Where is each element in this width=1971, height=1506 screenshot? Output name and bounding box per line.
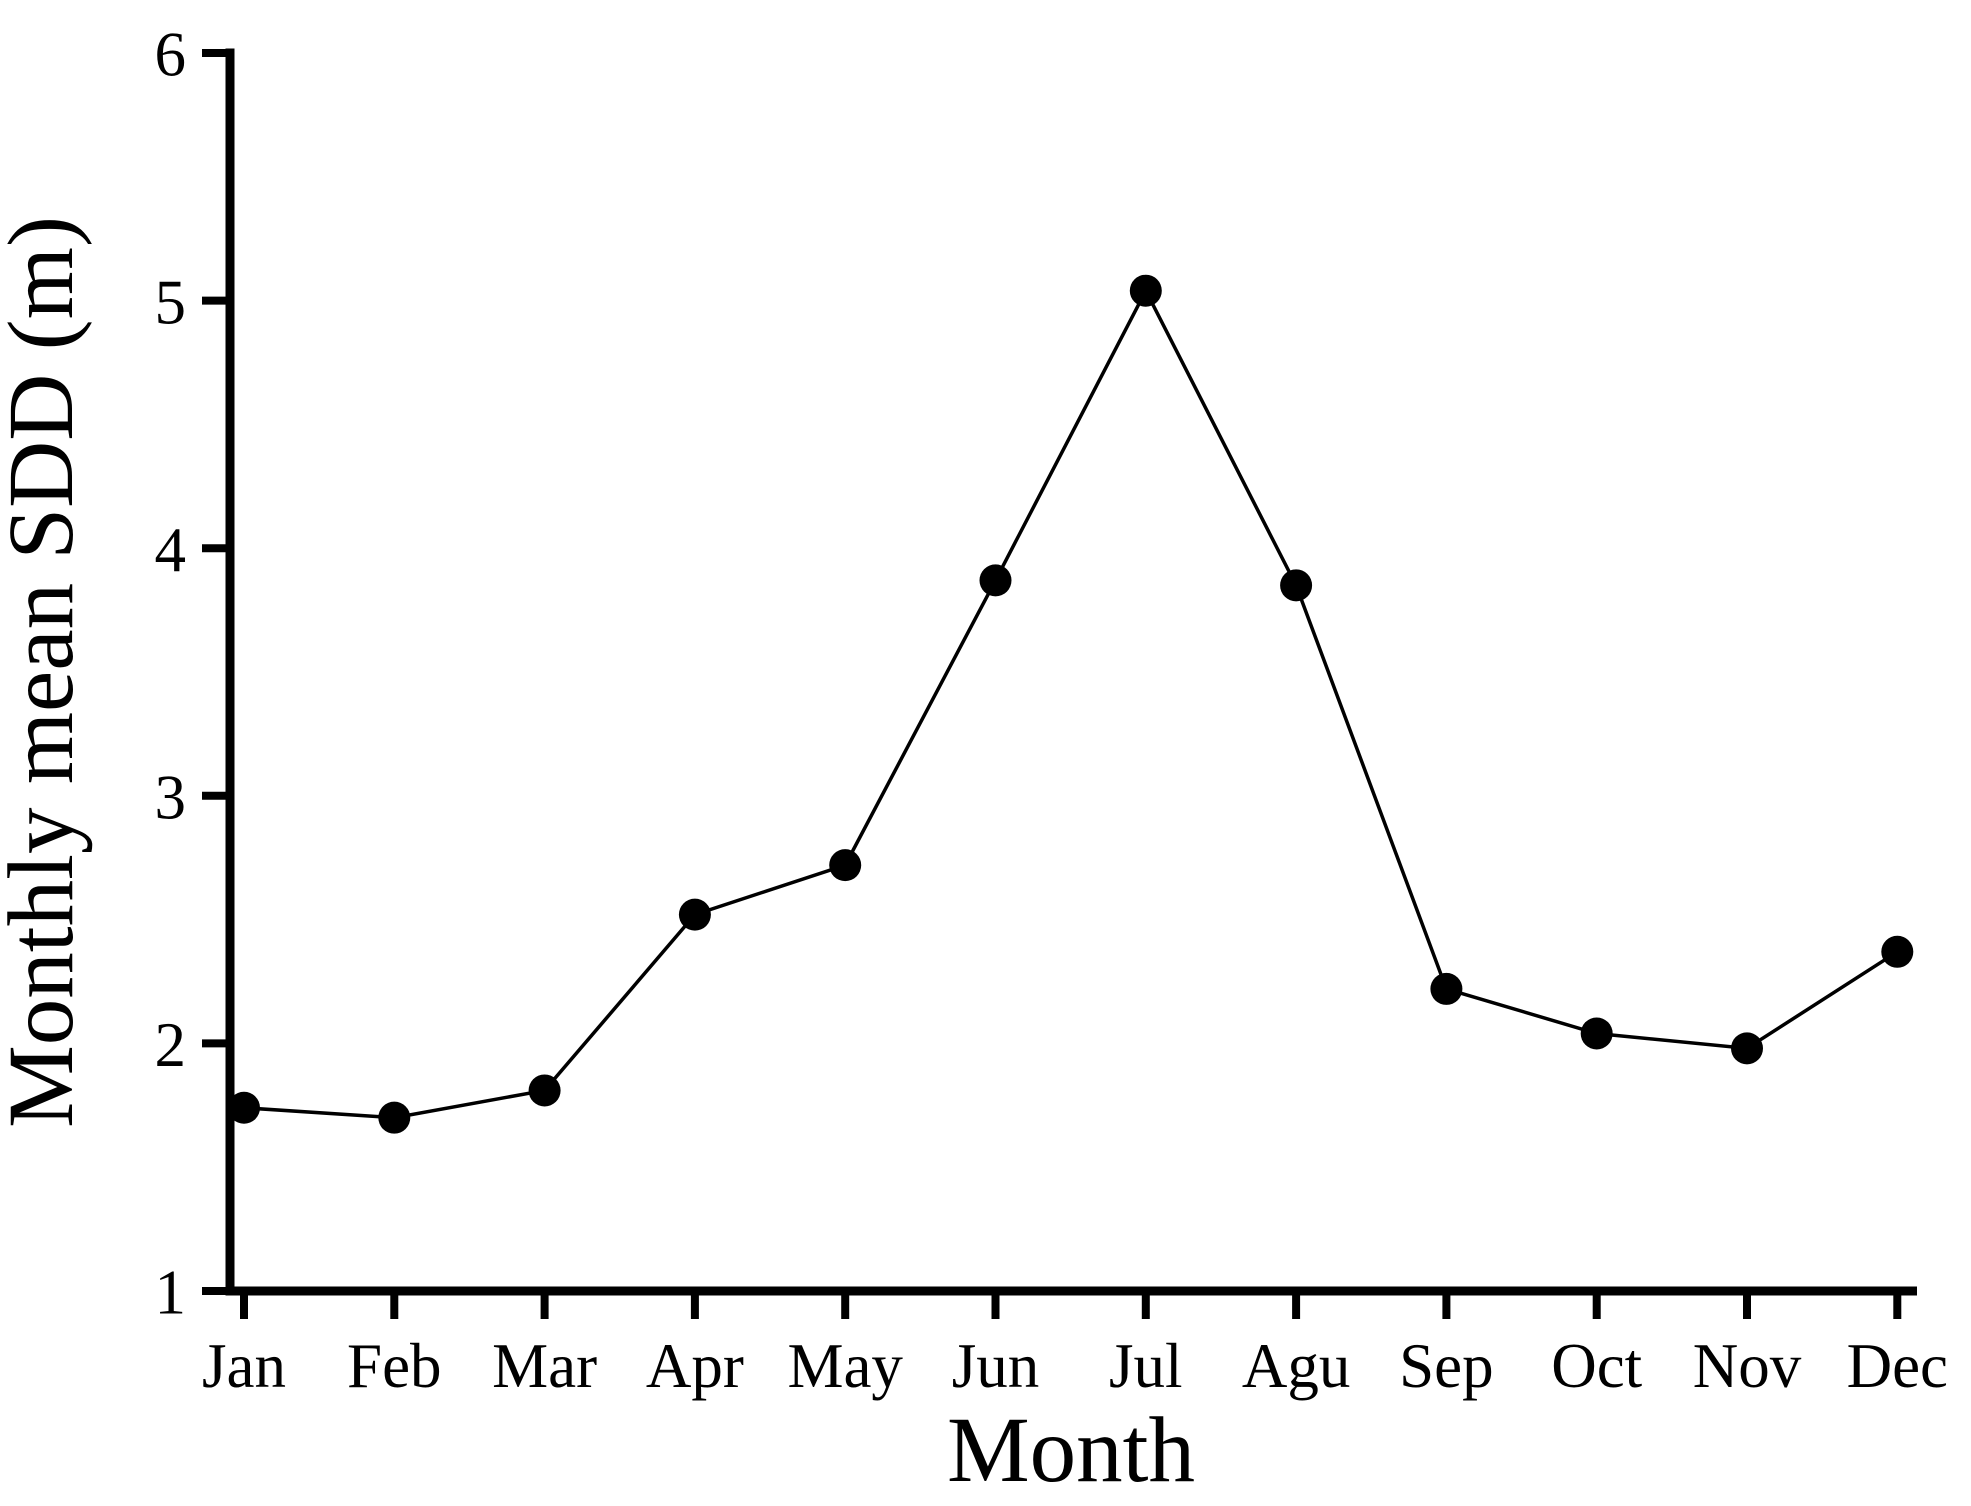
data-point xyxy=(228,1091,260,1124)
y-axis-title: Monthly mean SDD (m) xyxy=(0,216,93,1128)
data-point xyxy=(1881,935,1914,968)
x-tick-label: Oct xyxy=(1551,1331,1642,1401)
x-tick-label: Jan xyxy=(202,1331,286,1401)
data-point xyxy=(829,849,862,882)
y-tick-label: 4 xyxy=(155,515,187,585)
data-point xyxy=(678,898,711,931)
y-tick-label: 6 xyxy=(155,20,187,90)
x-tick-label: May xyxy=(787,1331,903,1401)
x-tick-label: Jul xyxy=(1109,1331,1183,1401)
data-line xyxy=(243,286,1899,1120)
y-tick-label: 3 xyxy=(155,762,187,832)
data-point xyxy=(979,564,1012,597)
x-tick-label: Feb xyxy=(347,1331,442,1401)
x-tick-label: Apr xyxy=(646,1331,744,1401)
x-tick-label: Mar xyxy=(492,1331,597,1401)
data-point xyxy=(1280,569,1313,602)
data-point xyxy=(1430,972,1463,1005)
data-point xyxy=(1129,274,1162,307)
y-tick-label: 2 xyxy=(155,1010,187,1080)
y-tick-label: 5 xyxy=(155,267,187,337)
x-tick-label: Sep xyxy=(1399,1331,1494,1401)
data-series-layer xyxy=(228,274,1914,1134)
data-point xyxy=(1580,1017,1613,1050)
x-tick-label: Agu xyxy=(1242,1331,1351,1401)
data-point xyxy=(1731,1032,1763,1065)
x-axis-title: Month xyxy=(947,1399,1195,1502)
x-tick-label: Jun xyxy=(952,1331,1040,1401)
data-point xyxy=(528,1074,561,1107)
x-tick-label: Nov xyxy=(1693,1331,1802,1401)
y-tick-label: 1 xyxy=(155,1258,187,1328)
data-point xyxy=(378,1101,411,1134)
x-tick-label: Dec xyxy=(1847,1331,1948,1401)
axes-layer: 1 2 3 4 5 6 Jan Feb Mar Apr May Jun Jul Agu Sep Oct Nov D… xyxy=(155,20,1949,1401)
